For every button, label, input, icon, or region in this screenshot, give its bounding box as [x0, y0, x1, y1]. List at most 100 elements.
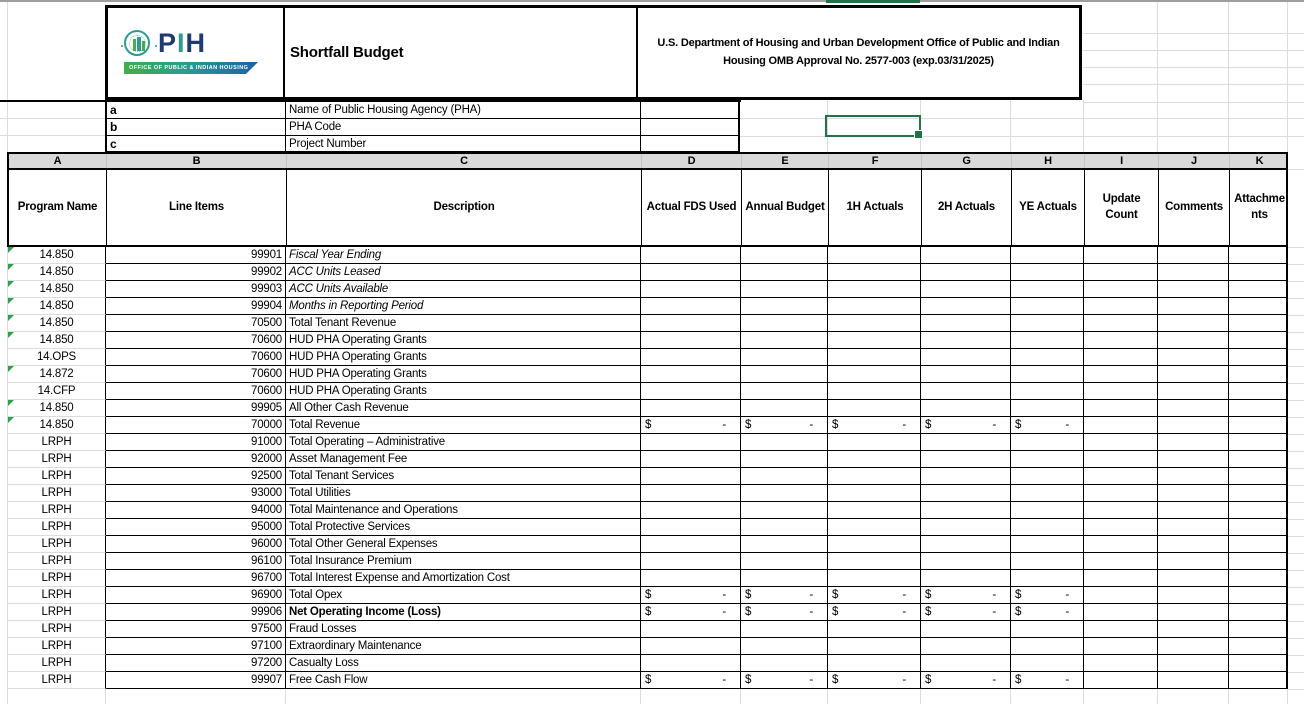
cell-H-21[interactable]: $ - [1011, 587, 1084, 604]
cell-B-8[interactable]: 70600 [106, 366, 286, 383]
cell-D-20[interactable] [641, 570, 741, 587]
cell-K-6[interactable] [1229, 332, 1288, 349]
cell-G-2[interactable] [921, 264, 1011, 281]
cell-B-14[interactable]: 92500 [106, 468, 286, 485]
cell-E-25[interactable] [741, 655, 828, 672]
cell-I-24[interactable] [1084, 638, 1158, 655]
cell-K-8[interactable] [1229, 366, 1288, 383]
cell-C-20[interactable]: Total Interest Expense and Amortization … [286, 570, 641, 587]
cell-J-14[interactable] [1158, 468, 1229, 485]
cell-I-17[interactable] [1084, 519, 1158, 536]
cell-K-26[interactable] [1229, 672, 1288, 689]
cell-J-17[interactable] [1158, 519, 1229, 536]
column-letter-A[interactable]: A [9, 154, 107, 168]
cell-J-23[interactable] [1158, 621, 1229, 638]
cell-C-2[interactable]: ACC Units Leased [286, 264, 641, 281]
cell-K-3[interactable] [1229, 281, 1288, 298]
cell-G-7[interactable] [921, 349, 1011, 366]
cell-A-4[interactable]: 14.850 [8, 298, 106, 315]
cell-E-23[interactable] [741, 621, 828, 638]
cell-C-22[interactable]: Net Operating Income (Loss) [286, 604, 641, 621]
cell-K-11[interactable] [1229, 417, 1288, 434]
cell-I-4[interactable] [1084, 298, 1158, 315]
column-letter-C[interactable]: C [287, 154, 642, 168]
cell-F-1[interactable] [828, 247, 921, 264]
cell-H-6[interactable] [1011, 332, 1084, 349]
fill-handle[interactable] [914, 130, 923, 139]
cell-J-20[interactable] [1158, 570, 1229, 587]
cell-A-20[interactable]: LRPH [8, 570, 106, 587]
table-header-comments[interactable]: Comments [1159, 170, 1230, 245]
cell-B-7[interactable]: 70600 [106, 349, 286, 366]
table-header-description[interactable]: Description [287, 170, 642, 245]
cell-J-21[interactable] [1158, 587, 1229, 604]
cell-F-13[interactable] [828, 451, 921, 468]
cell-G-14[interactable] [921, 468, 1011, 485]
cell-B-2[interactable]: 99902 [106, 264, 286, 281]
cell-I-14[interactable] [1084, 468, 1158, 485]
cell-D-9[interactable] [641, 383, 741, 400]
cell-B-21[interactable]: 96900 [106, 587, 286, 604]
cell-A-11[interactable]: 14.850 [8, 417, 106, 434]
cell-B-12[interactable]: 91000 [106, 434, 286, 451]
cell-E-4[interactable] [741, 298, 828, 315]
cell-E-10[interactable] [741, 400, 828, 417]
cell-A-6[interactable]: 14.850 [8, 332, 106, 349]
cell-F-11[interactable]: $ - [828, 417, 921, 434]
cell-E-12[interactable] [741, 434, 828, 451]
column-letter-I[interactable]: I [1085, 154, 1159, 168]
cell-C-7[interactable]: HUD PHA Operating Grants [286, 349, 641, 366]
cell-A-18[interactable]: LRPH [8, 536, 106, 553]
cell-H-19[interactable] [1011, 553, 1084, 570]
cell-G-19[interactable] [921, 553, 1011, 570]
cell-E-15[interactable] [741, 485, 828, 502]
cell-C-14[interactable]: Total Tenant Services [286, 468, 641, 485]
cell-F-4[interactable] [828, 298, 921, 315]
table-header-update-count[interactable]: Update Count [1085, 170, 1159, 245]
cell-J-5[interactable] [1158, 315, 1229, 332]
cell-I-23[interactable] [1084, 621, 1158, 638]
cell-H-17[interactable] [1011, 519, 1084, 536]
cell-C-6[interactable]: HUD PHA Operating Grants [286, 332, 641, 349]
cell-D-11[interactable]: $ - [641, 417, 741, 434]
table-header-1h-actuals[interactable]: 1H Actuals [829, 170, 922, 245]
cell-C-5[interactable]: Total Tenant Revenue [286, 315, 641, 332]
cell-D-12[interactable] [641, 434, 741, 451]
cell-E-21[interactable]: $ - [741, 587, 828, 604]
cell-B-17[interactable]: 95000 [106, 519, 286, 536]
cell-B-1[interactable]: 99901 [106, 247, 286, 264]
cell-F-25[interactable] [828, 655, 921, 672]
cell-C-21[interactable]: Total Opex [286, 587, 641, 604]
cell-K-23[interactable] [1229, 621, 1288, 638]
cell-K-25[interactable] [1229, 655, 1288, 672]
cell-H-24[interactable] [1011, 638, 1084, 655]
cell-C-17[interactable]: Total Protective Services [286, 519, 641, 536]
cell-C-26[interactable]: Free Cash Flow [286, 672, 641, 689]
cell-H-5[interactable] [1011, 315, 1084, 332]
cell-B-18[interactable]: 96000 [106, 536, 286, 553]
cell-I-11[interactable] [1084, 417, 1158, 434]
cell-K-14[interactable] [1229, 468, 1288, 485]
cell-G-9[interactable] [921, 383, 1011, 400]
cell-E-11[interactable]: $ - [741, 417, 828, 434]
cell-I-25[interactable] [1084, 655, 1158, 672]
cell-A-5[interactable]: 14.850 [8, 315, 106, 332]
cell-E-20[interactable] [741, 570, 828, 587]
cell-A-2[interactable]: 14.850 [8, 264, 106, 281]
column-letter-K[interactable]: K [1255, 155, 1264, 167]
cell-B-19[interactable]: 96100 [106, 553, 286, 570]
cell-E-14[interactable] [741, 468, 828, 485]
cell-H-8[interactable] [1011, 366, 1084, 383]
cell-K-9[interactable] [1229, 383, 1288, 400]
cell-F-8[interactable] [828, 366, 921, 383]
column-letter-F[interactable]: F [829, 154, 922, 168]
column-letter-J[interactable]: J [1159, 154, 1230, 168]
cell-B-10[interactable]: 99905 [106, 400, 286, 417]
cell-G-20[interactable] [921, 570, 1011, 587]
cell-D-22[interactable]: $ - [641, 604, 741, 621]
info-label-pha-code[interactable]: PHA Code [285, 119, 640, 136]
cell-C-4[interactable]: Months in Reporting Period [286, 298, 641, 315]
cell-G-26[interactable]: $ - [921, 672, 1011, 689]
cell-B-3[interactable]: 99903 [106, 281, 286, 298]
cell-F-9[interactable] [828, 383, 921, 400]
